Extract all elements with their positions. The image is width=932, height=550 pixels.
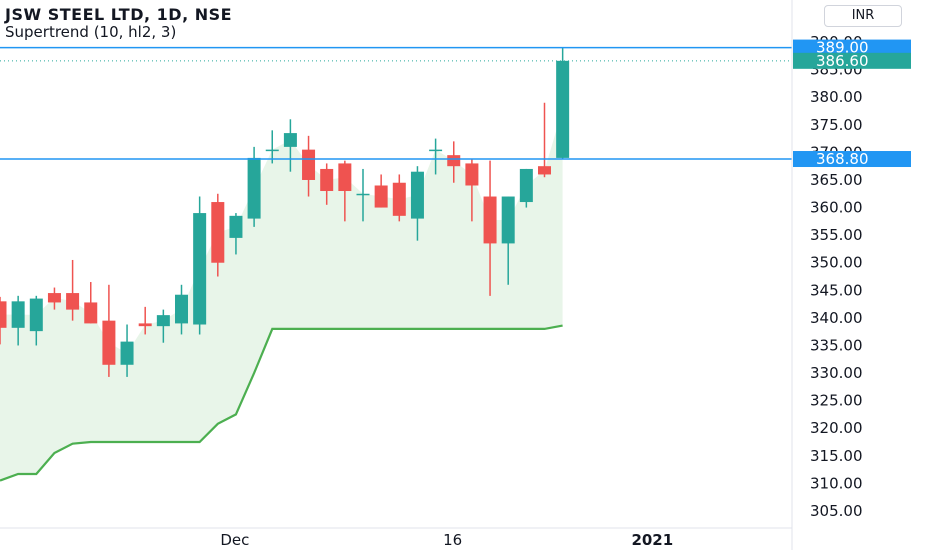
candle xyxy=(519,168,533,208)
price-axis-badge: 386.60 xyxy=(793,52,911,70)
candle xyxy=(410,166,424,241)
price-tick-label: 335.00 xyxy=(810,336,863,354)
currency-button[interactable]: INR xyxy=(824,5,902,27)
candle-body xyxy=(175,294,188,324)
price-tick-label: 360.00 xyxy=(810,199,863,217)
candle-body xyxy=(465,163,479,186)
candle-body xyxy=(47,293,61,303)
candle-body xyxy=(283,133,297,147)
candle-body xyxy=(374,185,388,208)
symbol-title: JSW STEEL LTD, 1D, NSE xyxy=(5,5,233,24)
candle-body xyxy=(84,302,98,324)
price-tick-label: 305.00 xyxy=(810,502,863,520)
candle-body xyxy=(501,196,515,244)
badge-label: 386.60 xyxy=(816,52,869,70)
candle-body xyxy=(338,163,352,192)
candle xyxy=(392,174,406,222)
candle-body xyxy=(302,149,316,180)
candle-body xyxy=(66,293,80,310)
price-tick-label: 380.00 xyxy=(810,88,863,106)
candle-body xyxy=(138,323,152,327)
candle xyxy=(429,138,443,175)
candle-body xyxy=(229,215,243,238)
candle xyxy=(175,284,188,335)
price-axis-badge: 368.80 xyxy=(793,150,911,168)
candle-body xyxy=(320,168,334,192)
candle-body xyxy=(102,320,116,365)
candle xyxy=(483,160,497,296)
candle xyxy=(29,295,43,346)
candle xyxy=(283,119,297,172)
candle-body xyxy=(538,166,551,175)
supertrend-line xyxy=(0,324,563,482)
candle xyxy=(47,287,61,310)
candle-body xyxy=(120,341,134,365)
candle xyxy=(138,306,152,335)
candle-body xyxy=(0,301,7,328)
candle-body xyxy=(429,149,443,152)
price-tick-label: 365.00 xyxy=(810,171,863,189)
candle-body xyxy=(392,182,406,216)
price-tick-label: 345.00 xyxy=(810,281,863,299)
badge-background xyxy=(793,52,911,69)
candle xyxy=(156,309,170,343)
candle-body xyxy=(410,171,424,219)
candle-body xyxy=(11,301,25,328)
candle-body xyxy=(29,298,43,332)
candle-body xyxy=(211,202,225,263)
candle xyxy=(229,213,243,255)
candle xyxy=(0,296,7,345)
candle xyxy=(356,168,370,222)
candle xyxy=(501,196,515,285)
badge-label: 389.00 xyxy=(816,39,869,57)
badge-background xyxy=(793,151,911,168)
time-tick-label: 16 xyxy=(443,531,462,549)
badge-background xyxy=(793,39,911,56)
candle xyxy=(84,282,98,324)
candle xyxy=(11,295,25,346)
badge-label: 368.80 xyxy=(816,150,869,168)
candle-body xyxy=(156,315,170,327)
candle xyxy=(465,159,479,222)
price-tick-label: 350.00 xyxy=(810,254,863,272)
candle xyxy=(211,193,225,277)
candle xyxy=(193,196,207,335)
candle-body xyxy=(193,213,207,325)
candle xyxy=(320,163,334,205)
price-tick-label: 325.00 xyxy=(810,392,863,410)
candle xyxy=(302,135,316,197)
price-tick-label: 330.00 xyxy=(810,364,863,382)
candle-body xyxy=(556,60,570,158)
price-tick-label: 320.00 xyxy=(810,419,863,437)
candle xyxy=(538,102,551,178)
candle xyxy=(247,146,261,227)
candle xyxy=(120,324,134,377)
candle xyxy=(374,174,388,208)
candle xyxy=(66,259,80,321)
candle xyxy=(556,47,570,160)
price-tick-label: 375.00 xyxy=(810,116,863,134)
indicator-legend[interactable]: Supertrend (10, hl2, 3) xyxy=(5,23,177,41)
candle-body xyxy=(356,193,370,196)
price-tick-label: 310.00 xyxy=(810,474,863,492)
price-tick-label: 340.00 xyxy=(810,309,863,327)
price-axis-badge: 389.00 xyxy=(793,39,911,57)
candle-body xyxy=(519,168,533,203)
candle xyxy=(265,130,279,164)
price-tick-label: 315.00 xyxy=(810,447,863,465)
candle-body xyxy=(483,196,497,244)
time-tick-label: 2021 xyxy=(631,531,673,549)
candle-body xyxy=(247,157,261,219)
candle xyxy=(102,284,116,377)
time-tick-label: Dec xyxy=(220,531,249,549)
candle-body xyxy=(447,155,461,167)
candle xyxy=(447,141,461,183)
candle-body xyxy=(265,149,279,152)
price-tick-label: 355.00 xyxy=(810,226,863,244)
candle xyxy=(338,160,352,222)
